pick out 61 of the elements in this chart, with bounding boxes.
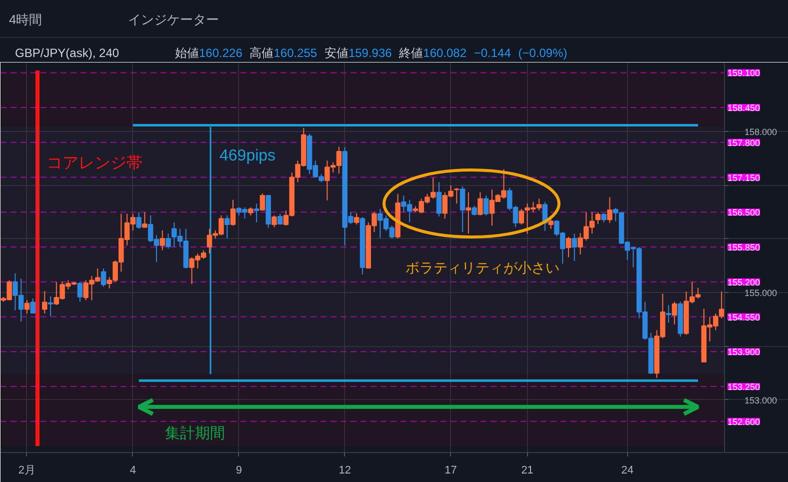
candlestick: [272, 214, 277, 228]
chart-subtitle: 始値160.226 高値160.255 安値159.936 終値160.082 −0.144 (−0.09%): [175, 46, 568, 60]
candlestick: [566, 236, 572, 258]
ref-line-label: 153.900: [728, 347, 760, 358]
text: 4時間: [9, 11, 42, 29]
band-label: コアレンジ帯: [46, 154, 142, 172]
candlestick: [230, 199, 236, 226]
candlestick: [260, 192, 266, 212]
candlestick: [166, 233, 171, 250]
candlestick: [254, 203, 260, 223]
series-label: 集計期間: [164, 424, 225, 442]
band-label: 469pips: [220, 147, 276, 164]
ref-line-label: 155.850: [728, 242, 760, 253]
candlestick: [160, 230, 165, 251]
x-tick-label: 9: [236, 464, 242, 476]
candlestick: [48, 296, 54, 317]
candlestick: [666, 304, 672, 324]
x-tick-label: 21: [521, 464, 534, 476]
candlestick: [478, 192, 483, 216]
y-tick-label: 153.000: [744, 395, 778, 406]
candlestick: [354, 212, 360, 226]
ref-line-label: 157.150: [728, 172, 760, 183]
candlestick: [77, 281, 83, 302]
candlestick: [572, 233, 578, 262]
candlestick: [483, 195, 489, 216]
candlestick: [454, 188, 460, 204]
candlestick: [472, 205, 477, 216]
x-tick-label: 24: [621, 464, 634, 476]
text: インジケーター: [128, 11, 219, 29]
candlestick: [136, 212, 142, 230]
candlestick: [42, 290, 48, 314]
ref-line-label: 157.800: [728, 138, 760, 148]
candlestick: [436, 182, 442, 217]
chart-title: GBP/JPY(ask), 240: [15, 45, 120, 62]
candlestick: [607, 196, 612, 224]
candlestick: [518, 208, 524, 226]
candlestick: [601, 212, 606, 223]
candlestick: [460, 186, 466, 233]
candlestick: [466, 192, 472, 234]
x-tick-label: 2月: [18, 464, 36, 476]
x-tick-label: 17: [444, 464, 457, 476]
y-tick-label: 158.000: [744, 127, 778, 138]
annotation: ボラティリティが小さい: [406, 260, 560, 276]
x-tick-label: 4: [130, 464, 136, 476]
x-tick-label: 12: [338, 464, 351, 476]
candlestick: [224, 214, 230, 239]
candlestick: [595, 212, 601, 224]
candlestick: [672, 301, 678, 325]
ref-line-label: 154.550: [728, 312, 760, 322]
ref-line-label: 155.200: [728, 277, 760, 288]
ref-line-label: 156.500: [728, 208, 760, 218]
candlestick: [24, 300, 30, 314]
candlestick: [100, 268, 106, 288]
y-tick-label: 155.000: [744, 288, 778, 298]
ref-line-label: 158.450: [728, 103, 760, 114]
candlestick: [142, 212, 148, 228]
candlestick: [548, 218, 554, 230]
ref-line-label: 159.100: [728, 68, 760, 78]
ref-line-label: 152.600: [728, 416, 760, 427]
candlestick: [30, 298, 36, 314]
ref-line-label: 153.250: [728, 382, 760, 392]
